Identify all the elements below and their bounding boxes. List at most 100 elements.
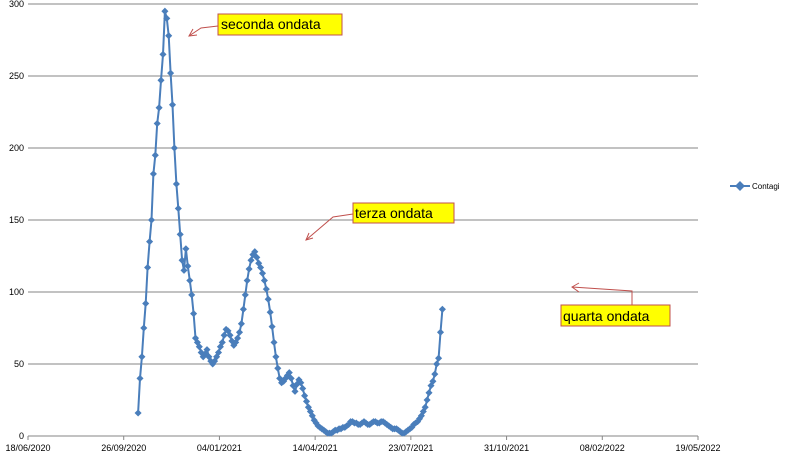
data-point	[274, 364, 282, 372]
data-point	[433, 360, 441, 368]
data-point	[257, 263, 265, 272]
data-point	[153, 119, 161, 128]
data-point	[220, 331, 228, 339]
y-tick-label: 150	[9, 215, 24, 225]
x-tick-label: 04/01/2021	[197, 443, 242, 453]
y-tick-label: 100	[9, 287, 24, 297]
data-point	[239, 305, 247, 313]
data-point	[438, 305, 446, 313]
data-point	[297, 379, 305, 387]
data-point	[186, 276, 194, 285]
legend-label: Contagi	[752, 182, 780, 191]
data-point	[291, 387, 299, 395]
data-point	[157, 76, 165, 84]
data-point	[170, 144, 178, 152]
data-point	[260, 276, 268, 285]
data-point	[241, 291, 249, 299]
legend-marker	[735, 181, 745, 191]
x-axis-ticks: 18/06/2020 26/09/2020 04/01/2021 14/04/2021…	[5, 436, 721, 453]
data-point	[302, 397, 311, 405]
data-point	[299, 384, 307, 393]
data-point	[142, 299, 150, 308]
data-point	[268, 323, 276, 331]
data-point	[165, 32, 173, 40]
arrow-head-icon	[571, 282, 580, 293]
y-tick-label: 200	[9, 143, 24, 153]
data-point	[172, 180, 180, 188]
data-point	[146, 238, 154, 246]
data-point	[147, 216, 156, 224]
x-tick-label: 18/06/2020	[5, 443, 50, 453]
data-point	[168, 101, 177, 109]
data-point	[435, 354, 443, 362]
data-point	[184, 262, 192, 270]
annotation-quarta-ondata: quarta ondata	[560, 282, 671, 327]
x-tick-label: 26/09/2020	[101, 443, 146, 453]
annotation-seconda-ondata: seconda ondata	[188, 13, 343, 37]
data-point	[163, 14, 171, 22]
y-tick-label: 50	[14, 359, 24, 369]
x-tick-label: 23/07/2021	[388, 443, 433, 453]
y-tick-label: 0	[19, 431, 24, 441]
data-point	[159, 50, 167, 58]
data-point	[243, 276, 251, 285]
annotation-text: terza ondata	[355, 205, 433, 221]
data-point	[237, 320, 245, 328]
data-point	[258, 269, 267, 277]
annotation-text: quarta ondata	[563, 308, 650, 324]
annotation-terza-ondata: terza ondata	[305, 202, 455, 241]
data-point	[149, 170, 157, 178]
annotation-arrow	[188, 25, 219, 37]
data-point	[226, 331, 234, 339]
data-point	[174, 204, 182, 213]
x-tick-label: 19/05/2022	[675, 443, 720, 453]
data-point	[431, 370, 439, 378]
data-point	[214, 348, 223, 357]
annotation-box	[560, 304, 671, 327]
data-point	[176, 230, 184, 238]
data-point	[218, 338, 226, 346]
data-point	[234, 334, 242, 342]
data-point	[138, 353, 146, 361]
legend: Contagi	[730, 181, 780, 191]
y-tick-label: 250	[9, 71, 24, 81]
data-point	[264, 295, 272, 303]
annotation-arrow	[305, 213, 354, 241]
x-tick-label: 08/02/2022	[580, 443, 625, 453]
data-point	[155, 104, 163, 112]
data-point	[272, 353, 280, 361]
data-point	[195, 343, 203, 351]
data-point	[178, 256, 186, 264]
x-tick-label: 31/10/2021	[484, 443, 529, 453]
annotation-box	[352, 202, 455, 224]
y-tick-label: 300	[9, 0, 24, 9]
data-point	[429, 377, 437, 385]
data-point	[301, 392, 309, 400]
y-axis-ticks: 0 50 100 150 200 250 300	[9, 0, 24, 441]
data-point	[161, 7, 169, 15]
data-point	[180, 266, 188, 274]
data-point	[266, 308, 274, 316]
data-point	[423, 396, 431, 404]
data-point	[235, 328, 244, 336]
data-point	[151, 151, 159, 159]
data-point	[190, 310, 198, 318]
data-point	[167, 69, 175, 77]
data-point	[285, 369, 293, 377]
arrow-head-icon	[305, 232, 314, 241]
data-point	[134, 409, 142, 417]
data-point	[136, 374, 144, 382]
data-point	[188, 291, 196, 299]
data-point	[270, 338, 278, 346]
data-point	[425, 389, 433, 397]
data-point	[140, 324, 148, 332]
data-point	[436, 328, 445, 336]
data-point	[421, 403, 429, 411]
x-tick-label: 14/04/2021	[293, 443, 338, 453]
data-point	[144, 263, 152, 272]
annotation-text: seconda ondata	[221, 16, 321, 32]
data-point	[245, 265, 253, 273]
data-point	[203, 346, 211, 354]
data-point	[247, 256, 255, 264]
